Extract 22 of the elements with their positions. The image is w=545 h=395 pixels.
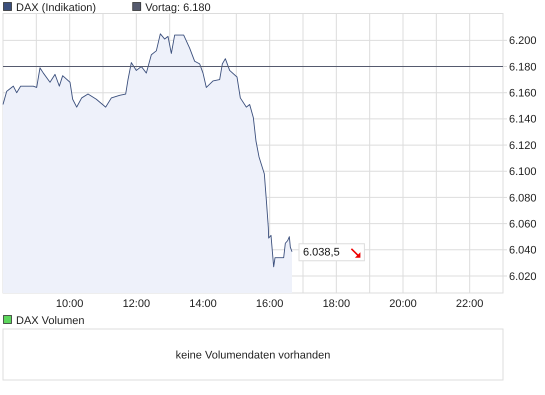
y-tick-label: 6.200 bbox=[509, 35, 537, 48]
y-tick-label: 6.120 bbox=[509, 140, 537, 152]
y-tick-label: 6.160 bbox=[509, 88, 537, 100]
y-tick-label: 6.040 bbox=[509, 244, 537, 257]
x-tick-label: 20:00 bbox=[389, 298, 417, 310]
x-tick-label: 12:00 bbox=[122, 298, 150, 310]
legend-label: Vortag: 6.180 bbox=[145, 2, 211, 14]
y-tick-label: 6.020 bbox=[509, 270, 537, 283]
annotation: 6.038,5 bbox=[303, 246, 340, 259]
x-tick-label: 16:00 bbox=[256, 298, 284, 310]
y-tick-label: 6.080 bbox=[509, 192, 537, 204]
text: keine Volumendaten vorhanden bbox=[176, 349, 330, 362]
x-tick-label: 10:00 bbox=[56, 298, 84, 310]
x-tick-label: 14:00 bbox=[189, 298, 217, 310]
y-tick-label: 6.060 bbox=[509, 218, 537, 230]
text: DAX Volumen bbox=[16, 314, 84, 327]
y-tick-label: 6.100 bbox=[509, 166, 537, 178]
x-tick-label: 18:00 bbox=[322, 298, 350, 310]
y-tick-label: 6.140 bbox=[509, 114, 537, 126]
y-tick-label: 6.180 bbox=[509, 61, 537, 74]
x-tick-label: 22:00 bbox=[456, 298, 484, 310]
legend-label: DAX (Indikation) bbox=[16, 2, 96, 14]
